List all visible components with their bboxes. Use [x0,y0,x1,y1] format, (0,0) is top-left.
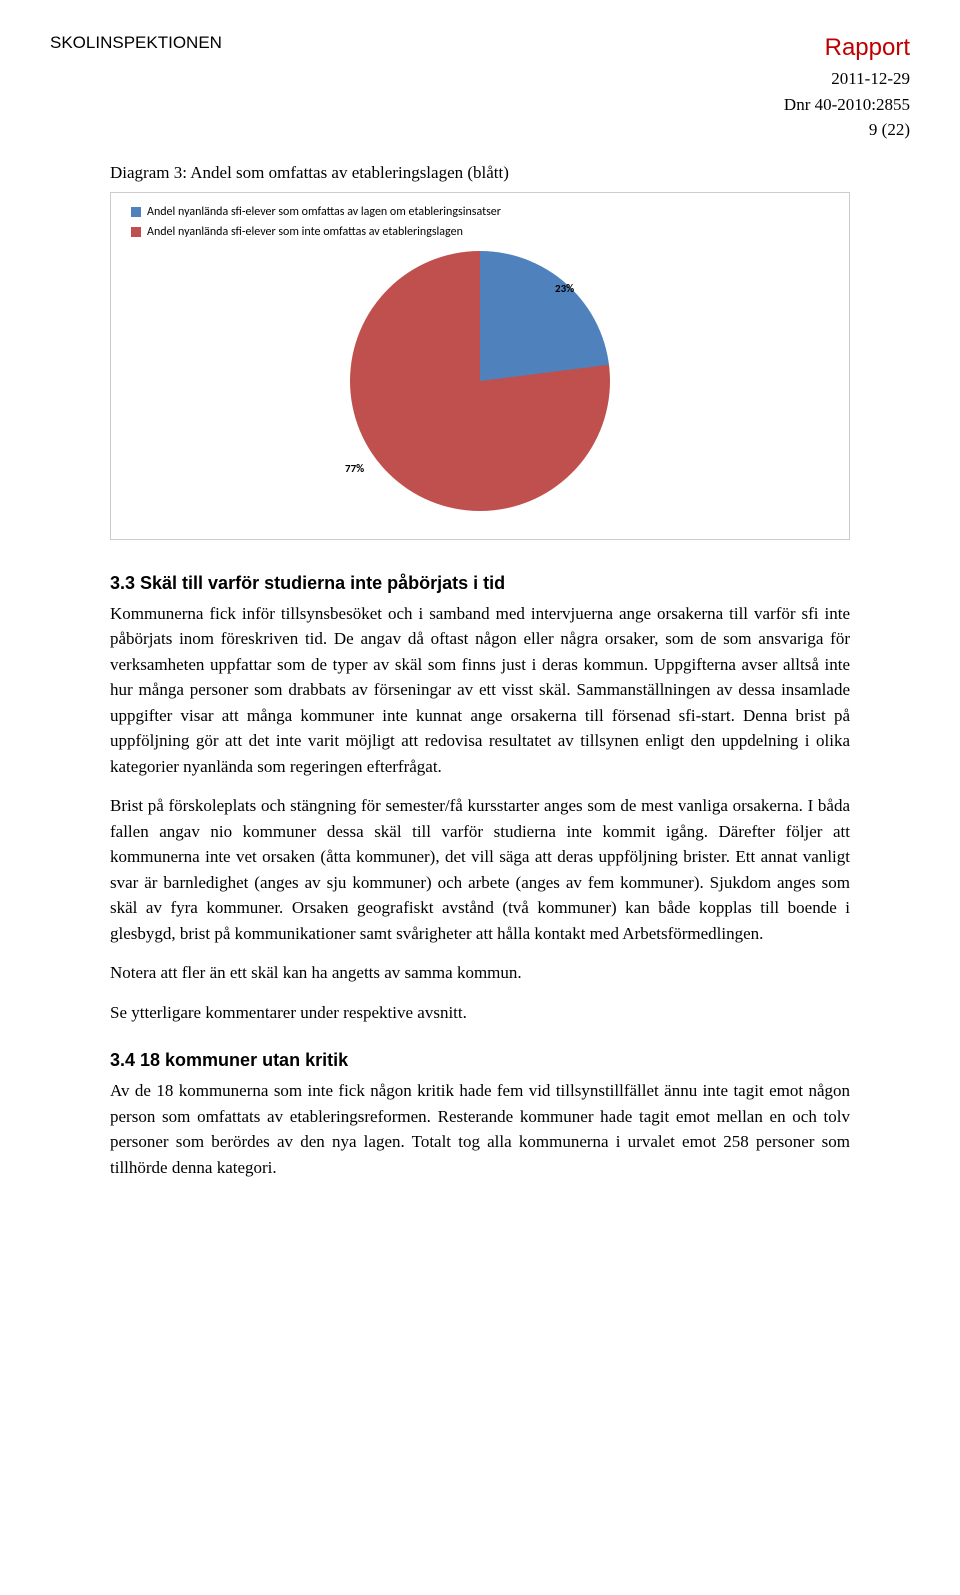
report-date: 2011-12-29 [784,66,910,92]
body-paragraph: Brist på förskoleplats och stängning för… [110,793,850,946]
legend-item-red: Andel nyanlända sfi-elever som inte omfa… [131,223,829,241]
pie-label-23: 23% [555,281,574,298]
chart-legend: Andel nyanlända sfi-elever som omfattas … [131,203,829,241]
page-header: SKOLINSPEKTIONEN Rapport 2011-12-29 Dnr … [50,30,910,130]
pie-label-77: 77% [345,461,364,478]
org-name: SKOLINSPEKTIONEN [50,30,222,56]
report-dnr: Dnr 40-2010:2855 [784,92,910,118]
section-heading-3-3: 3.3 Skäl till varför studierna inte påbö… [110,570,850,597]
body-paragraph: Kommunerna fick inför tillsynsbesöket oc… [110,601,850,780]
legend-swatch-blue [131,207,141,217]
body-paragraph: Notera att fler än ett skäl kan ha anget… [110,960,850,986]
pie-container: 23% 77% [350,251,610,511]
legend-text-blue: Andel nyanlända sfi-elever som omfattas … [147,203,501,221]
pie-wrap: 23% 77% [131,251,829,519]
report-label: Rapport [784,30,910,66]
section-heading-3-4: 3.4 18 kommuner utan kritik [110,1047,850,1074]
legend-text-red: Andel nyanlända sfi-elever som inte omfa… [147,223,463,241]
header-right-block: Rapport 2011-12-29 Dnr 40-2010:2855 9 (2… [784,30,910,143]
body-paragraph: Se ytterligare kommentarer under respekt… [110,1000,850,1026]
page-content: Diagram 3: Andel som omfattas av etabler… [50,160,910,1180]
body-paragraph: Av de 18 kommunerna som inte fick någon … [110,1078,850,1180]
legend-item-blue: Andel nyanlända sfi-elever som omfattas … [131,203,829,221]
pie-chart-box: Andel nyanlända sfi-elever som omfattas … [110,192,850,540]
page-number: 9 (22) [784,117,910,143]
legend-swatch-red [131,227,141,237]
chart-caption: Diagram 3: Andel som omfattas av etabler… [110,160,850,186]
